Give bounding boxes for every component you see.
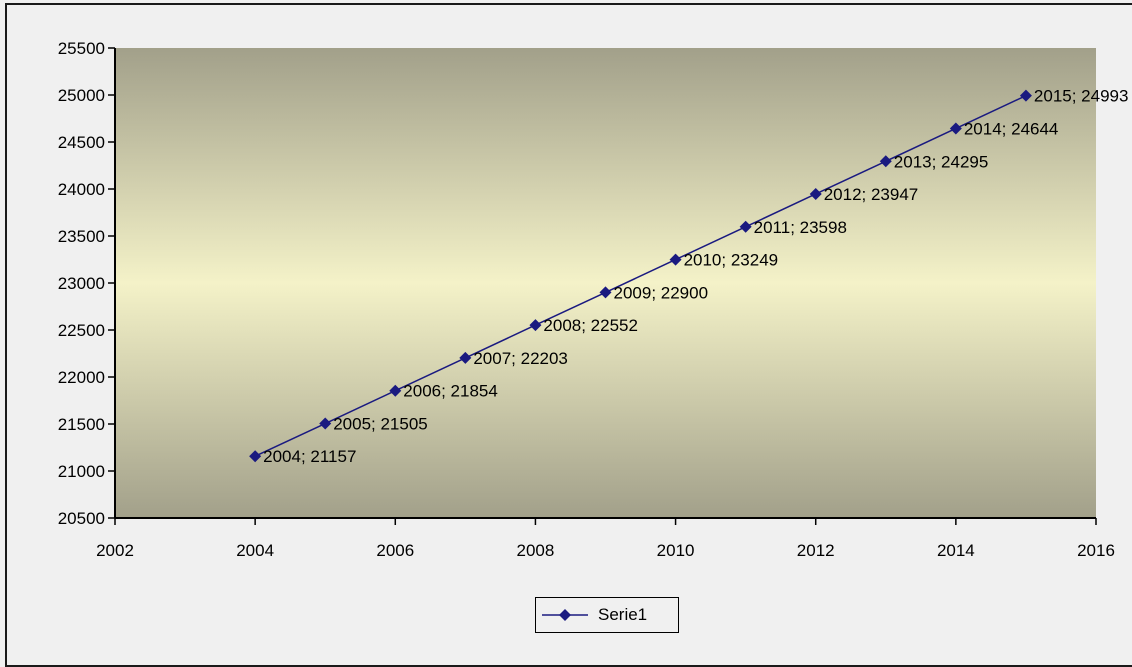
legend-label: Serie1	[598, 605, 648, 624]
data-label: 2012; 23947	[824, 185, 919, 204]
y-tick-label: 20500	[58, 509, 105, 528]
y-tick-label: 23500	[58, 227, 105, 246]
data-label: 2015; 24993	[1034, 87, 1129, 106]
legend-marker	[542, 609, 588, 621]
data-label: 2011; 23598	[754, 218, 847, 237]
y-tick-label: 24000	[58, 180, 105, 199]
data-point	[459, 351, 472, 364]
y-tick-label: 25500	[58, 39, 105, 58]
y-tick-label: 22500	[58, 321, 105, 340]
data-label: 2008; 22552	[543, 316, 638, 335]
y-tick-label: 21500	[58, 415, 105, 434]
y-tick-label: 23000	[58, 274, 105, 293]
x-tick-label: 2004	[236, 541, 274, 560]
x-tick-label: 2008	[517, 541, 555, 560]
y-tick-label: 22000	[58, 368, 105, 387]
data-point	[879, 155, 892, 168]
y-tick-label: 25000	[58, 86, 105, 105]
data-label: 2006; 21854	[403, 382, 498, 401]
data-label: 2010; 23249	[684, 251, 779, 270]
data-label: 2014; 24644	[964, 119, 1059, 138]
data-point	[249, 450, 262, 463]
data-point	[599, 286, 612, 299]
series-line	[254, 94, 1027, 457]
data-point	[529, 319, 542, 332]
x-tick-label: 2016	[1077, 541, 1115, 560]
axes: 20500 21000 21500 22000 22500 23000 23500 24000…	[58, 39, 1115, 560]
data-label: 2005; 21505	[333, 415, 428, 434]
x-tick-label: 2012	[797, 541, 835, 560]
data-point	[389, 384, 402, 397]
x-tick-label: 2014	[937, 541, 975, 560]
data-point	[739, 220, 752, 233]
data-point	[809, 187, 822, 200]
data-label: 2009; 22900	[614, 283, 709, 302]
data-label: 2013; 24295	[894, 152, 989, 171]
data-labels: 2004; 21157 2005; 21505 2006; 21854 2007; 2…	[263, 87, 1128, 467]
data-label: 2007; 22203	[473, 349, 568, 368]
x-tick-label: 2010	[657, 541, 695, 560]
y-tick-label: 24500	[58, 133, 105, 152]
plot-area	[115, 48, 1096, 518]
data-label: 2004; 21157	[263, 447, 356, 466]
data-point	[949, 122, 962, 135]
series-layer	[249, 89, 1032, 463]
chart: 20500 21000 21500 22000 22500 23000 23500 24000…	[58, 39, 1129, 560]
data-point	[669, 253, 682, 266]
data-point	[319, 417, 332, 430]
x-tick-label: 2006	[376, 541, 414, 560]
y-tick-label: 21000	[58, 462, 105, 481]
data-point	[1019, 89, 1032, 102]
legend: Serie1	[535, 597, 679, 633]
x-tick-label: 2002	[96, 541, 134, 560]
